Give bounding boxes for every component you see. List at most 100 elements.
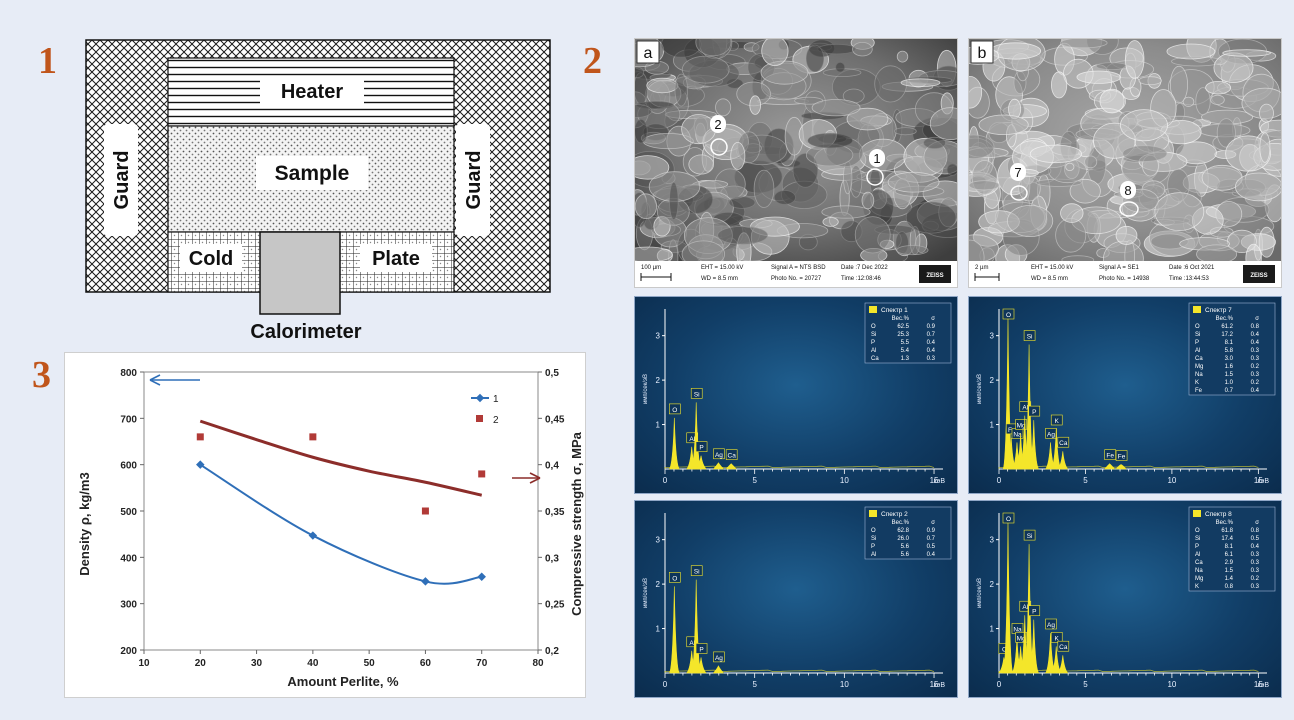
edx-wt: 17.2 [1221,332,1233,338]
edx-element: Al [1195,552,1200,558]
edx-element: Ca [1195,356,1203,362]
edx-y-tick-label: 1 [656,421,661,430]
svg-text:2 µm: 2 µm [975,265,988,271]
edx-sigma: 0.7 [927,536,936,542]
series-1-point [477,572,486,582]
x-tick-label: 20 [195,658,207,669]
plate-label: Plate [372,248,420,270]
edx-y-tick-label: 1 [990,421,995,430]
edx-wt: 8.1 [1225,340,1234,346]
edx-x-unit: кэB [934,682,946,689]
svg-text:100 µm: 100 µm [641,265,661,271]
edx-x-tick-label: 5 [1083,680,1088,689]
calorimeter-block [259,231,341,315]
svg-text:Date :6 Oct 2021: Date :6 Oct 2021 [1169,265,1215,271]
edx-x-tick-label: 0 [997,680,1002,689]
y-tick-label: 600 [120,461,137,472]
heater-label: Heater [281,81,343,103]
svg-text:Signal A = SE1: Signal A = SE1 [1099,265,1140,271]
edx-element: Si [871,332,876,338]
edx-peak-label: Fe [1118,454,1126,461]
edx-peak-label: Na [1013,626,1022,633]
edx-sigma: 0.4 [927,340,936,346]
edx-element: Ca [1195,560,1203,566]
sem-image-b: b 7 8 2 µm EHT = 15.00 kV WD = 8.5 mm Si… [968,38,1282,288]
edx-y-axis-label: имп/сек/эB [643,374,649,404]
sem-a-point-2: 2 [714,117,721,132]
edx-x-tick-label: 15 [1254,476,1263,485]
y2-tick-label: 0,4 [545,461,559,472]
edx-y-tick-label: 3 [656,536,661,545]
edx-col-sigma: σ [931,316,935,322]
edx-legend-box [1188,506,1276,592]
edx-x-tick-label: 5 [1083,476,1088,485]
edx-y-tick-label: 2 [656,376,661,385]
edx-peak-label: O [672,407,677,414]
edx-sigma: 0.8 [1251,324,1260,330]
edx-peak-label: Al [1022,604,1028,611]
edx-element: P [871,340,875,346]
edx-peak-label: C [1002,646,1007,653]
sem-b-label: b [978,45,987,62]
edx-peak-label: Al [689,436,695,443]
edx-element: P [871,544,875,550]
edx-wt: 3.0 [1225,356,1234,362]
edx-peak [1028,420,1040,470]
edx-peak-label: Ag [715,452,723,459]
sample-label: Sample [275,162,350,185]
edx-col-sigma: σ [931,520,935,526]
edx-element: Al [1195,348,1200,354]
y-tick-label: 400 [120,553,137,564]
y-tick-label: 300 [120,600,137,611]
svg-text:Signal A = NTS BSD: Signal A = NTS BSD [771,265,826,271]
y2-tick-label: 0,45 [545,414,565,425]
edx-element: Si [871,536,876,542]
edx-peak [668,586,680,674]
edx-wt: 5.5 [901,340,910,346]
edx-y-tick-label: 2 [990,376,995,385]
edx-x-tick-label: 5 [752,680,757,689]
edx-y-tick-label: 3 [990,536,995,545]
edx-spectrum-title: Спектр 7 [1205,307,1232,314]
edx-y-tick-label: 1 [990,625,995,634]
edx-element: Al [871,348,876,354]
x-tick-label: 80 [532,658,544,669]
edx-wt: 1.3 [901,356,910,362]
zeiss-logo-b: ZEISS [1250,273,1267,279]
edx-col-sigma: σ [1255,520,1259,526]
edx-sigma: 0.9 [927,528,936,534]
edx-peak-label: Fe [1106,453,1114,460]
edx-peak-label: O [1006,516,1011,523]
series-1-line [199,463,482,585]
edx-y-axis-label: имп/сек/эB [977,578,983,608]
edx-legend-box [1188,302,1276,396]
svg-text:EHT = 15.00 kV: EHT = 15.00 kV [1031,265,1073,271]
edx-peak [668,417,680,470]
x-tick-label: 70 [476,658,488,669]
edx-wt: 2.9 [1225,560,1234,566]
edx-sigma: 0.8 [1251,528,1260,534]
edx-element: Ca [871,356,879,362]
series-2-point [421,507,429,515]
edx-x-unit: кэB [934,478,946,485]
x-tick-label: 40 [307,658,319,669]
legend-marker-2 [476,415,483,422]
edx-wt: 6.1 [1225,552,1234,558]
edx-peak-label: Si [1027,533,1033,540]
left-axis-arrowhead [149,374,161,386]
legend-marker-1 [475,393,485,403]
edx-wt: 61.8 [1221,528,1233,534]
y-tick-label: 800 [120,368,137,379]
edx-element: O [871,324,876,330]
edx-wt: 5.8 [1225,348,1234,354]
edx-sigma: 0.3 [1251,568,1260,574]
edx-x-tick-label: 10 [840,680,849,689]
edx-wt: 26.0 [897,536,909,542]
series-2-point [478,470,486,478]
edx-element: O [871,528,876,534]
edx-peak [1057,655,1069,674]
edx-sigma: 0.5 [927,544,936,550]
edx-sigma: 0.4 [1251,340,1260,346]
edx-y-tick-label: 3 [990,332,995,341]
